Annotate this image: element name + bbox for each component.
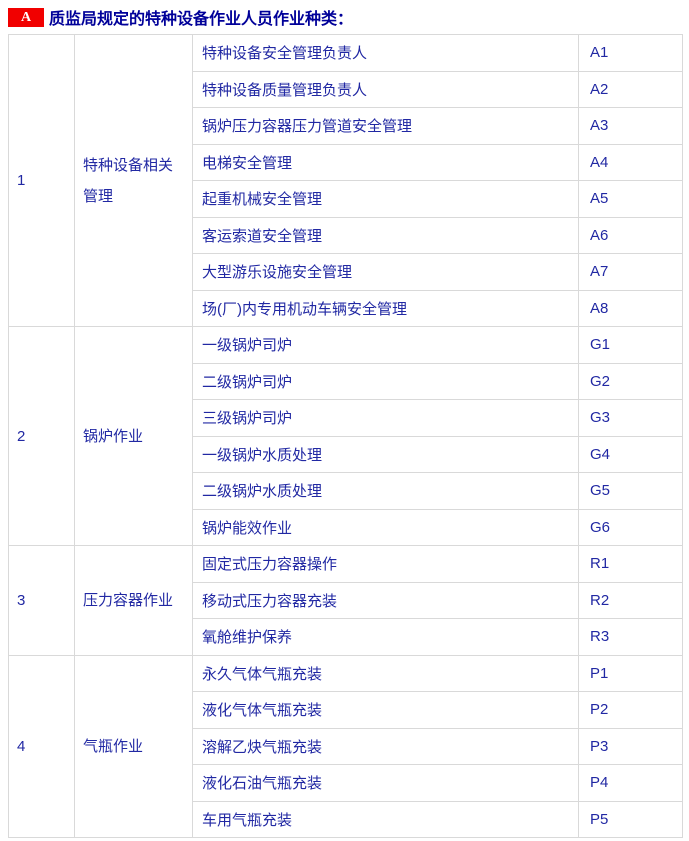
job-code-cell: R2 [578, 581, 683, 619]
table-row: 移动式压力容器充装 R2 [9, 581, 683, 619]
job-code-cell: P2 [578, 691, 683, 729]
job-name-cell: 客运索道安全管理 [192, 216, 579, 254]
table-row: 车用气瓶充装 P5 [9, 800, 683, 838]
job-name-cell: 起重机械安全管理 [192, 180, 579, 218]
job-name-cell: 移动式压力容器充装 [192, 581, 579, 619]
job-name-cell: 车用气瓶充装 [192, 800, 579, 838]
row-number-cell: 2 [8, 326, 75, 546]
job-code-cell: G3 [578, 399, 683, 437]
job-code-cell: R1 [578, 545, 683, 583]
job-name-cell: 一级锅炉水质处理 [192, 435, 579, 473]
section-letter-badge: A [8, 7, 44, 27]
table-row: 电梯安全管理 A4 [9, 143, 683, 181]
category-cell: 特种设备相关管理 [74, 34, 193, 327]
job-code-cell: R3 [578, 618, 683, 656]
job-code-cell: A4 [578, 143, 683, 181]
table-row: 客运索道安全管理 A6 [9, 216, 683, 254]
job-code-cell: G4 [578, 435, 683, 473]
table-row: 溶解乙炔气瓶充装 P3 [9, 727, 683, 765]
job-code-cell: A2 [578, 70, 683, 108]
row-number-cell: 1 [8, 34, 75, 327]
job-name-cell: 氧舱维护保养 [192, 618, 579, 656]
job-name-cell: 永久气体气瓶充装 [192, 654, 579, 692]
job-code-cell: A7 [578, 253, 683, 291]
job-code-cell: A8 [578, 289, 683, 327]
job-code-cell: P3 [578, 727, 683, 765]
table-row: 大型游乐设施安全管理 A7 [9, 253, 683, 291]
job-code-cell: G5 [578, 472, 683, 510]
job-name-cell: 大型游乐设施安全管理 [192, 253, 579, 291]
table-row: 锅炉压力容器压力管道安全管理 A3 [9, 107, 683, 145]
table-row: 氧舱维护保养 R3 [9, 618, 683, 656]
category-cell: 气瓶作业 [74, 654, 193, 838]
job-name-cell: 二级锅炉水质处理 [192, 472, 579, 510]
page-header: A 质监局规定的特种设备作业人员作业种类： [8, 7, 689, 28]
job-name-cell: 锅炉能效作业 [192, 508, 579, 546]
table-row: 特种设备质量管理负责人 A2 [9, 70, 683, 108]
category-cell: 锅炉作业 [74, 326, 193, 546]
table-row: 三级锅炉司炉 G3 [9, 399, 683, 437]
categories-table: 1 特种设备相关管理 特种设备安全管理负责人 A1 特种设备质量管理负责人 A2 锅炉压力容… [8, 34, 683, 838]
table-row: 起重机械安全管理 A5 [9, 180, 683, 218]
job-code-cell: P1 [578, 654, 683, 692]
job-name-cell: 特种设备质量管理负责人 [192, 70, 579, 108]
job-name-cell: 溶解乙炔气瓶充装 [192, 727, 579, 765]
job-code-cell: A6 [578, 216, 683, 254]
table-row: 二级锅炉水质处理 G5 [9, 472, 683, 510]
job-name-cell: 特种设备安全管理负责人 [192, 34, 579, 72]
job-name-cell: 液化气体气瓶充装 [192, 691, 579, 729]
categories-table-body: 1 特种设备相关管理 特种设备安全管理负责人 A1 特种设备质量管理负责人 A2 锅炉压力容… [8, 34, 683, 838]
table-row: 锅炉能效作业 G6 [9, 508, 683, 546]
job-code-cell: G2 [578, 362, 683, 400]
job-name-cell: 场(厂)内专用机动车辆安全管理 [192, 289, 579, 327]
job-name-cell: 电梯安全管理 [192, 143, 579, 181]
job-code-cell: A1 [578, 34, 683, 72]
table-row: 场(厂)内专用机动车辆安全管理 A8 [9, 289, 683, 327]
job-code-cell: G1 [578, 326, 683, 364]
row-number-cell: 4 [8, 654, 75, 838]
job-code-cell: P4 [578, 764, 683, 802]
job-name-cell: 液化石油气瓶充装 [192, 764, 579, 802]
table-row: 4 气瓶作业 永久气体气瓶充装 P1 [8, 654, 683, 838]
row-number-cell: 3 [8, 545, 75, 656]
table-row: 二级锅炉司炉 G2 [9, 362, 683, 400]
job-code-cell: G6 [578, 508, 683, 546]
page-title: 质监局规定的特种设备作业人员作业种类： [49, 11, 354, 28]
table-row: 1 特种设备相关管理 特种设备安全管理负责人 A1 [8, 34, 683, 327]
table-row: 液化石油气瓶充装 P4 [9, 764, 683, 802]
job-name-cell: 三级锅炉司炉 [192, 399, 579, 437]
job-code-cell: P5 [578, 800, 683, 838]
table-row: 液化气体气瓶充装 P2 [9, 691, 683, 729]
category-cell: 压力容器作业 [74, 545, 193, 656]
job-name-cell: 二级锅炉司炉 [192, 362, 579, 400]
job-name-cell: 一级锅炉司炉 [192, 326, 579, 364]
job-code-cell: A5 [578, 180, 683, 218]
job-code-cell: A3 [578, 107, 683, 145]
table-row: 2 锅炉作业 一级锅炉司炉 G1 [8, 326, 683, 546]
table-row: 3 压力容器作业 固定式压力容器操作 R1 [8, 545, 683, 656]
job-name-cell: 锅炉压力容器压力管道安全管理 [192, 107, 579, 145]
job-name-cell: 固定式压力容器操作 [192, 545, 579, 583]
